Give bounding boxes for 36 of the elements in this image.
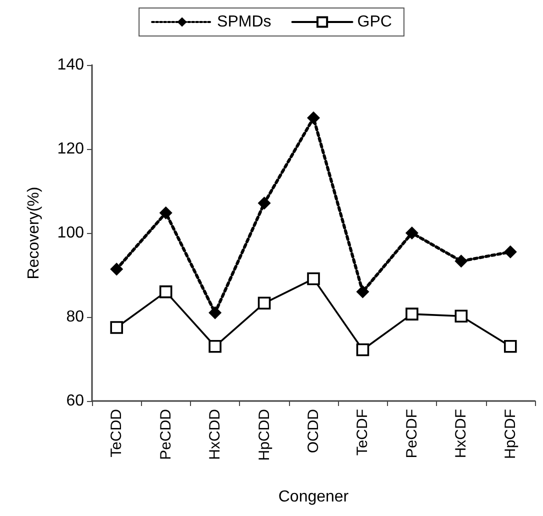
- point: [356, 285, 370, 298]
- y-tick-label: 100: [57, 224, 84, 242]
- x-tick-label: HxCDF: [452, 409, 470, 458]
- x-tick-label: HpCDD: [256, 408, 273, 461]
- x-tick-label: HpCDF: [502, 409, 519, 460]
- y-axis-title: Recovery(%): [26, 186, 42, 280]
- point: [504, 340, 517, 353]
- y-tick-label: 60: [66, 392, 84, 410]
- point: [406, 308, 418, 320]
- point: [258, 196, 271, 210]
- point: [454, 254, 468, 268]
- point: [208, 340, 222, 353]
- point: [159, 206, 172, 220]
- x-tick-label: TeCDD: [108, 408, 126, 458]
- x-tick-label: PeCDF: [403, 409, 420, 458]
- x-tick-label: HxCDD: [206, 408, 224, 460]
- x-tick-label: OCDD: [305, 408, 322, 454]
- point: [405, 226, 418, 240]
- legend-label: GPC: [357, 14, 392, 30]
- point: [454, 310, 468, 323]
- y-tick-label: 80: [66, 308, 84, 326]
- x-axis-title: Congener: [278, 488, 350, 506]
- point: [307, 111, 320, 124]
- point: [504, 245, 517, 258]
- x-tick-label: TeCDF: [354, 409, 372, 456]
- y-tick-label: 120: [57, 140, 84, 158]
- point: [159, 285, 172, 298]
- legend-label: SPMDs: [217, 14, 272, 30]
- y-tick-label: 140: [57, 56, 84, 74]
- point: [208, 306, 222, 320]
- point: [110, 262, 124, 276]
- point: [110, 321, 124, 334]
- point: [258, 296, 271, 310]
- point: [356, 343, 370, 356]
- point: [307, 272, 320, 286]
- x-tick-label: PeCDD: [157, 408, 174, 460]
